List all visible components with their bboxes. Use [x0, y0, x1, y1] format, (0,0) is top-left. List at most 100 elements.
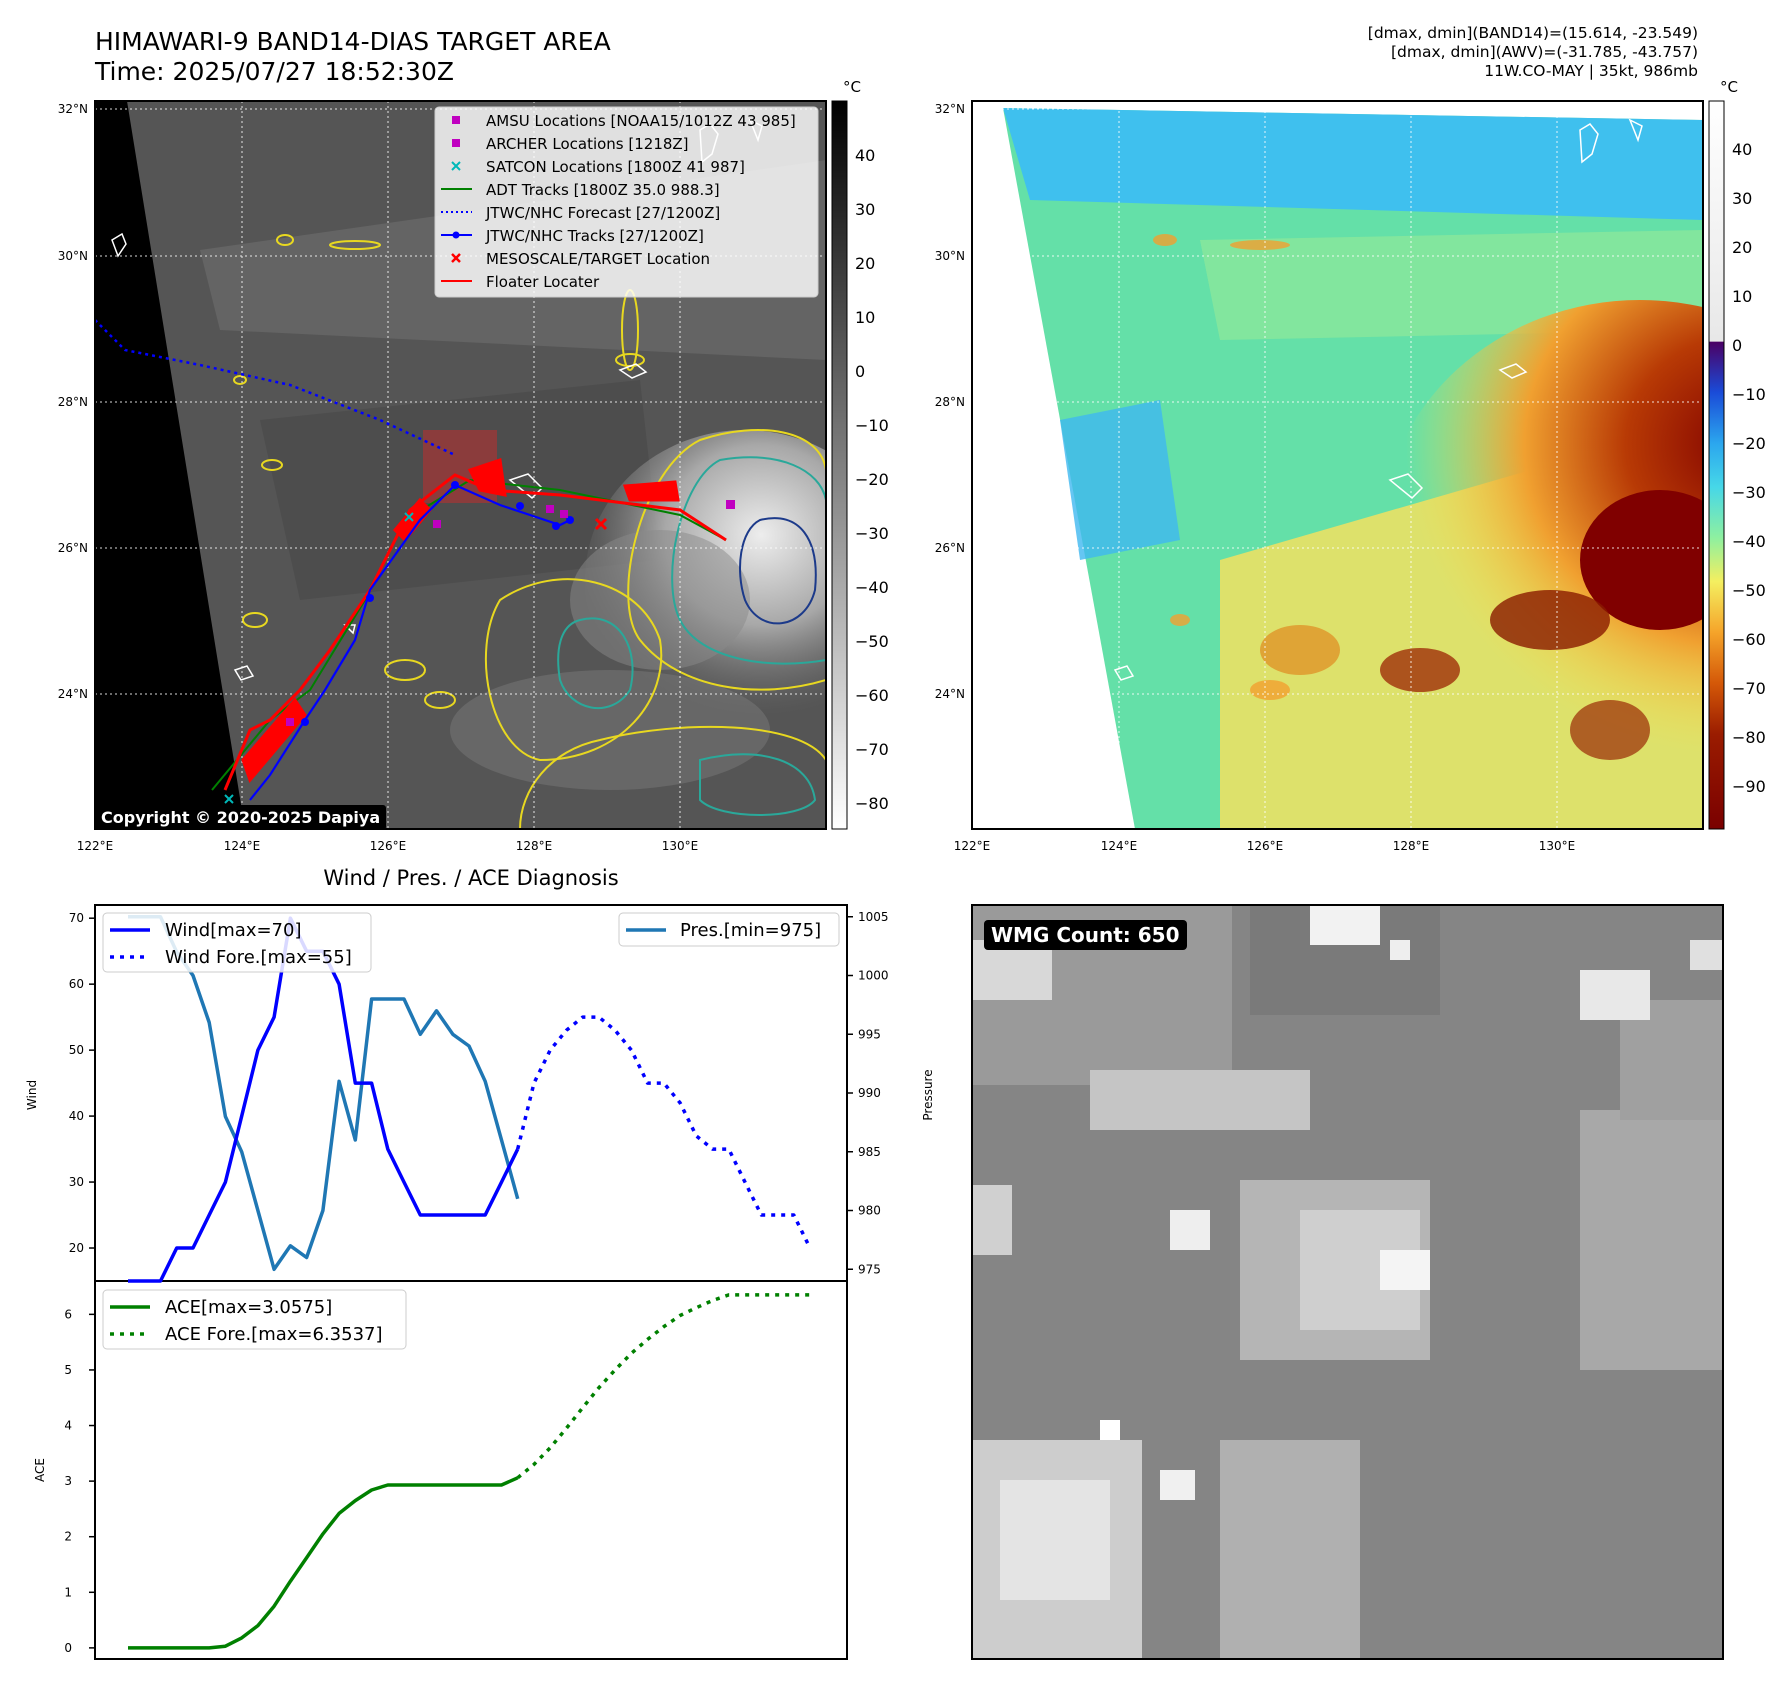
legend-label: ACE Fore.[max=6.3537]	[165, 1324, 383, 1345]
lat-label: 26°N	[935, 541, 965, 555]
colorbar-tick: −50	[1732, 581, 1766, 600]
legend-label: ARCHER Locations [1218Z]	[486, 135, 689, 153]
colorbar-tick: −60	[855, 686, 889, 705]
wmg-count-badge: WMG Count: 650	[984, 920, 1187, 950]
wind-tick-label: 70	[69, 911, 84, 925]
colorbar-tick: −70	[855, 740, 889, 759]
lat-label: 32°N	[935, 102, 965, 116]
colorbar-tick: 40	[855, 146, 875, 165]
wmg-image	[972, 905, 1723, 1659]
colorbar-tick: 20	[855, 254, 875, 273]
pressure-tick-label: 980	[858, 1204, 881, 1218]
satcon-locations	[224, 512, 414, 804]
colorbar-tick: −60	[1732, 630, 1766, 649]
legend-label: Floater Locater	[486, 273, 600, 291]
color-colorbar: °C 40 30 20 10 0 −10 −20 −30 −40 −50 −60…	[1708, 78, 1766, 830]
ace-tick-label: 3	[64, 1474, 72, 1488]
awv-map	[972, 101, 1703, 829]
colorbar-tick: 20	[1732, 238, 1752, 257]
jtwc-track	[249, 481, 574, 801]
map-legend: AMSU Locations [NOAA15/1012Z 43 985] ARC…	[434, 106, 819, 298]
colorbar-tick: −70	[1732, 679, 1766, 698]
legend-label: Pres.[min=975]	[680, 920, 821, 941]
colorbar-tick: 10	[1732, 287, 1752, 306]
ace-tick-label: 4	[64, 1419, 72, 1433]
pressure-tick-label: 995	[858, 1027, 881, 1041]
pressure-tick-label: 1005	[858, 910, 889, 924]
jtwc-forecast-track	[95, 319, 456, 457]
colorbar-tick: 0	[855, 362, 865, 381]
legend-label: ACE[max=3.0575]	[165, 1297, 332, 1318]
amsu-locations	[286, 500, 735, 726]
legend-label: JTWC/NHC Forecast [27/1200Z]	[485, 204, 720, 222]
colorbar-tick: −40	[855, 578, 889, 597]
colorbar-tick: −10	[1732, 385, 1766, 404]
header-storm-info: 11W.CO-MAY | 35kt, 986mb	[1484, 62, 1698, 80]
page-subtitle-time: Time: 2025/07/27 18:52:30Z	[95, 57, 454, 86]
legend-label: ADT Tracks [1800Z 35.0 988.3]	[486, 181, 720, 199]
header-stats-band14: [dmax, dmin](BAND14)=(15.614, -23.549)	[1367, 24, 1698, 42]
pressure-tick-label: 975	[858, 1262, 881, 1276]
ace-tick-label: 5	[64, 1363, 72, 1377]
lat-label: 32°N	[58, 102, 88, 116]
lat-label: 24°N	[935, 687, 965, 701]
colorbar-tick: −90	[1732, 777, 1766, 796]
wmg-panel	[971, 904, 1724, 1660]
wind-tick-label: 60	[69, 977, 84, 991]
lat-label: 24°N	[58, 687, 88, 701]
ir-map-panel: 32°N 30°N 28°N 26°N 24°N 122°E 124°E 126…	[58, 78, 1766, 853]
lon-label: 124°E	[224, 839, 261, 853]
lat-label: 28°N	[935, 395, 965, 409]
pressure-line	[128, 915, 520, 1272]
ace-tick-label: 0	[64, 1641, 72, 1655]
ace-tick-label: 1	[64, 1585, 72, 1599]
legend-label: Wind[max=70]	[165, 920, 302, 941]
colorbar-tick: 10	[855, 308, 875, 327]
lon-label: 126°E	[1247, 839, 1284, 853]
pressure-tick-label: 1000	[858, 969, 889, 983]
lat-label: 26°N	[58, 541, 88, 555]
colorbar-tick: −30	[855, 524, 889, 543]
copyright-badge: Copyright © 2020-2025 Dapiya	[95, 805, 387, 830]
mesoscale-target-location	[594, 517, 608, 531]
colorbar-tick: −80	[855, 794, 889, 813]
legend-label: MESOSCALE/TARGET Location	[486, 250, 710, 268]
legend-label: SATCON Locations [1800Z 41 987]	[486, 158, 745, 176]
lon-label: 122°E	[954, 839, 991, 853]
chart-title: Wind / Pres. / ACE Diagnosis	[323, 866, 618, 890]
wind-tick-label: 50	[69, 1043, 84, 1057]
colorbar-tick: −20	[855, 470, 889, 489]
colorbar-tick: −80	[1732, 728, 1766, 747]
lon-label: 130°E	[662, 839, 699, 853]
colorbar-tick: 30	[855, 200, 875, 219]
wind-tick-label: 40	[69, 1109, 84, 1123]
colorbar-tick: −20	[1732, 434, 1766, 453]
colorbar-tick: −50	[855, 632, 889, 651]
lat-label: 30°N	[935, 249, 965, 263]
colorbar-tick: 30	[1732, 189, 1752, 208]
colorbar-tick: 40	[1732, 140, 1752, 159]
pressure-axis-label: Pressure	[921, 1069, 935, 1120]
ace-axis-label: ACE	[33, 1458, 47, 1482]
ace-line	[128, 1476, 519, 1650]
ace-tick-label: 6	[64, 1307, 72, 1321]
colorbar-tick: −30	[1732, 483, 1766, 502]
lon-label: 128°E	[516, 839, 553, 853]
pressure-tick-label: 985	[858, 1145, 881, 1159]
ace-legend: ACE[max=3.0575] ACE Fore.[max=6.3537]	[102, 1289, 407, 1350]
lat-label: 28°N	[58, 395, 88, 409]
wind-legend: Wind[max=70] Wind Fore.[max=55]	[102, 912, 372, 973]
wind-tick-label: 20	[69, 1241, 84, 1255]
wind-tick-label: 30	[69, 1175, 84, 1189]
header-stats-awv: [dmax, dmin](AWV)=(-31.785, -43.757)	[1391, 43, 1698, 61]
colorbar-tick: 0	[1732, 336, 1742, 355]
diagnosis-chart: Wind / Pres. / ACE Diagnosis Wind Pressu…	[25, 866, 935, 1660]
colorbar-unit: °C	[1720, 78, 1738, 96]
legend-label: Wind Fore.[max=55]	[165, 947, 352, 968]
colorbar-tick: −10	[855, 416, 889, 435]
ace-forecast-line	[516, 1293, 810, 1480]
legend-label: AMSU Locations [NOAA15/1012Z 43 985]	[486, 112, 796, 130]
legend-label: JTWC/NHC Tracks [27/1200Z]	[485, 227, 704, 245]
page-title: HIMAWARI-9 BAND14-DIAS TARGET AREA	[95, 27, 611, 56]
lon-label: 128°E	[1393, 839, 1430, 853]
